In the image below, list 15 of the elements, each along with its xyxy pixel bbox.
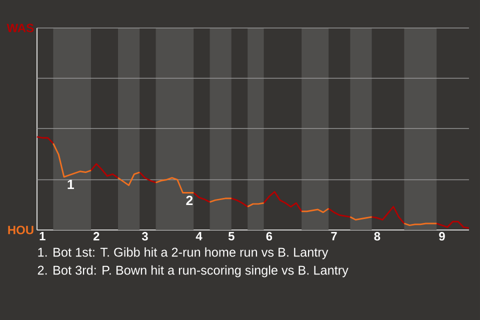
annotation: 1 <box>68 180 74 190</box>
text: HOU <box>8 226 34 234</box>
text: 2. Bot 3rd: P. Bown hit a run-scoring single vs B. Lantry <box>38 265 348 278</box>
x-tick-label: 2 <box>93 232 100 240</box>
x-tick-label: 3 <box>142 232 148 241</box>
x-tick-label: 5 <box>228 232 234 240</box>
text: 1. Bot 1st: T. Gibb hit a 2-run home run vs B. Lantry <box>38 247 328 260</box>
x-tick-label: 8 <box>374 232 380 241</box>
annotation: 2 <box>186 196 193 205</box>
text: WAS <box>6 24 34 32</box>
x-tick-label: 1 <box>40 232 46 240</box>
x-tick-label: 4 <box>196 232 202 240</box>
x-tick-label: 7 <box>331 232 337 240</box>
x-tick-label: 6 <box>266 232 272 241</box>
x-tick-label: 9 <box>439 232 445 241</box>
